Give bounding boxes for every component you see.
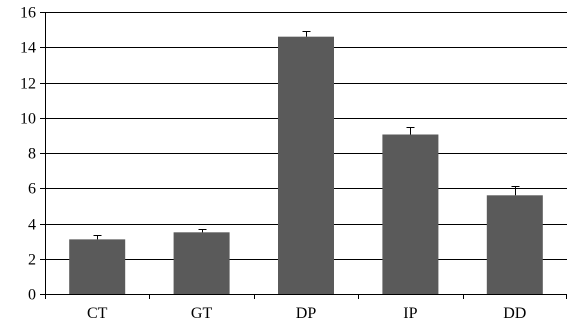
tick-labels: 0 2 4 6 8 10 12 14 16 CT GT DP IP DD <box>20 5 526 323</box>
x-tick-label: CT <box>87 305 108 322</box>
y-tick-label: 4 <box>28 217 36 234</box>
x-tick-label: DD <box>503 305 526 322</box>
y-tick-label: 10 <box>20 111 36 128</box>
y-tick-label: 8 <box>28 146 36 163</box>
bar-ip <box>382 134 439 294</box>
error-bars <box>93 31 520 240</box>
axes <box>40 12 567 299</box>
y-tick-label: 16 <box>20 5 36 22</box>
bar-ct <box>69 239 126 294</box>
bar-gt <box>173 232 230 294</box>
x-tick-label: GT <box>191 305 213 322</box>
bar-dd <box>486 195 543 294</box>
y-tick-label: 14 <box>20 40 36 57</box>
x-tick-label: DP <box>296 305 317 322</box>
bar-dp <box>278 36 334 295</box>
y-tick-label: 6 <box>28 181 36 198</box>
y-tick-label: 0 <box>28 287 36 304</box>
x-tick-label: IP <box>403 305 417 322</box>
y-tick-label: 12 <box>20 76 36 93</box>
y-tick-label: 2 <box>28 252 36 269</box>
bars <box>69 36 543 295</box>
